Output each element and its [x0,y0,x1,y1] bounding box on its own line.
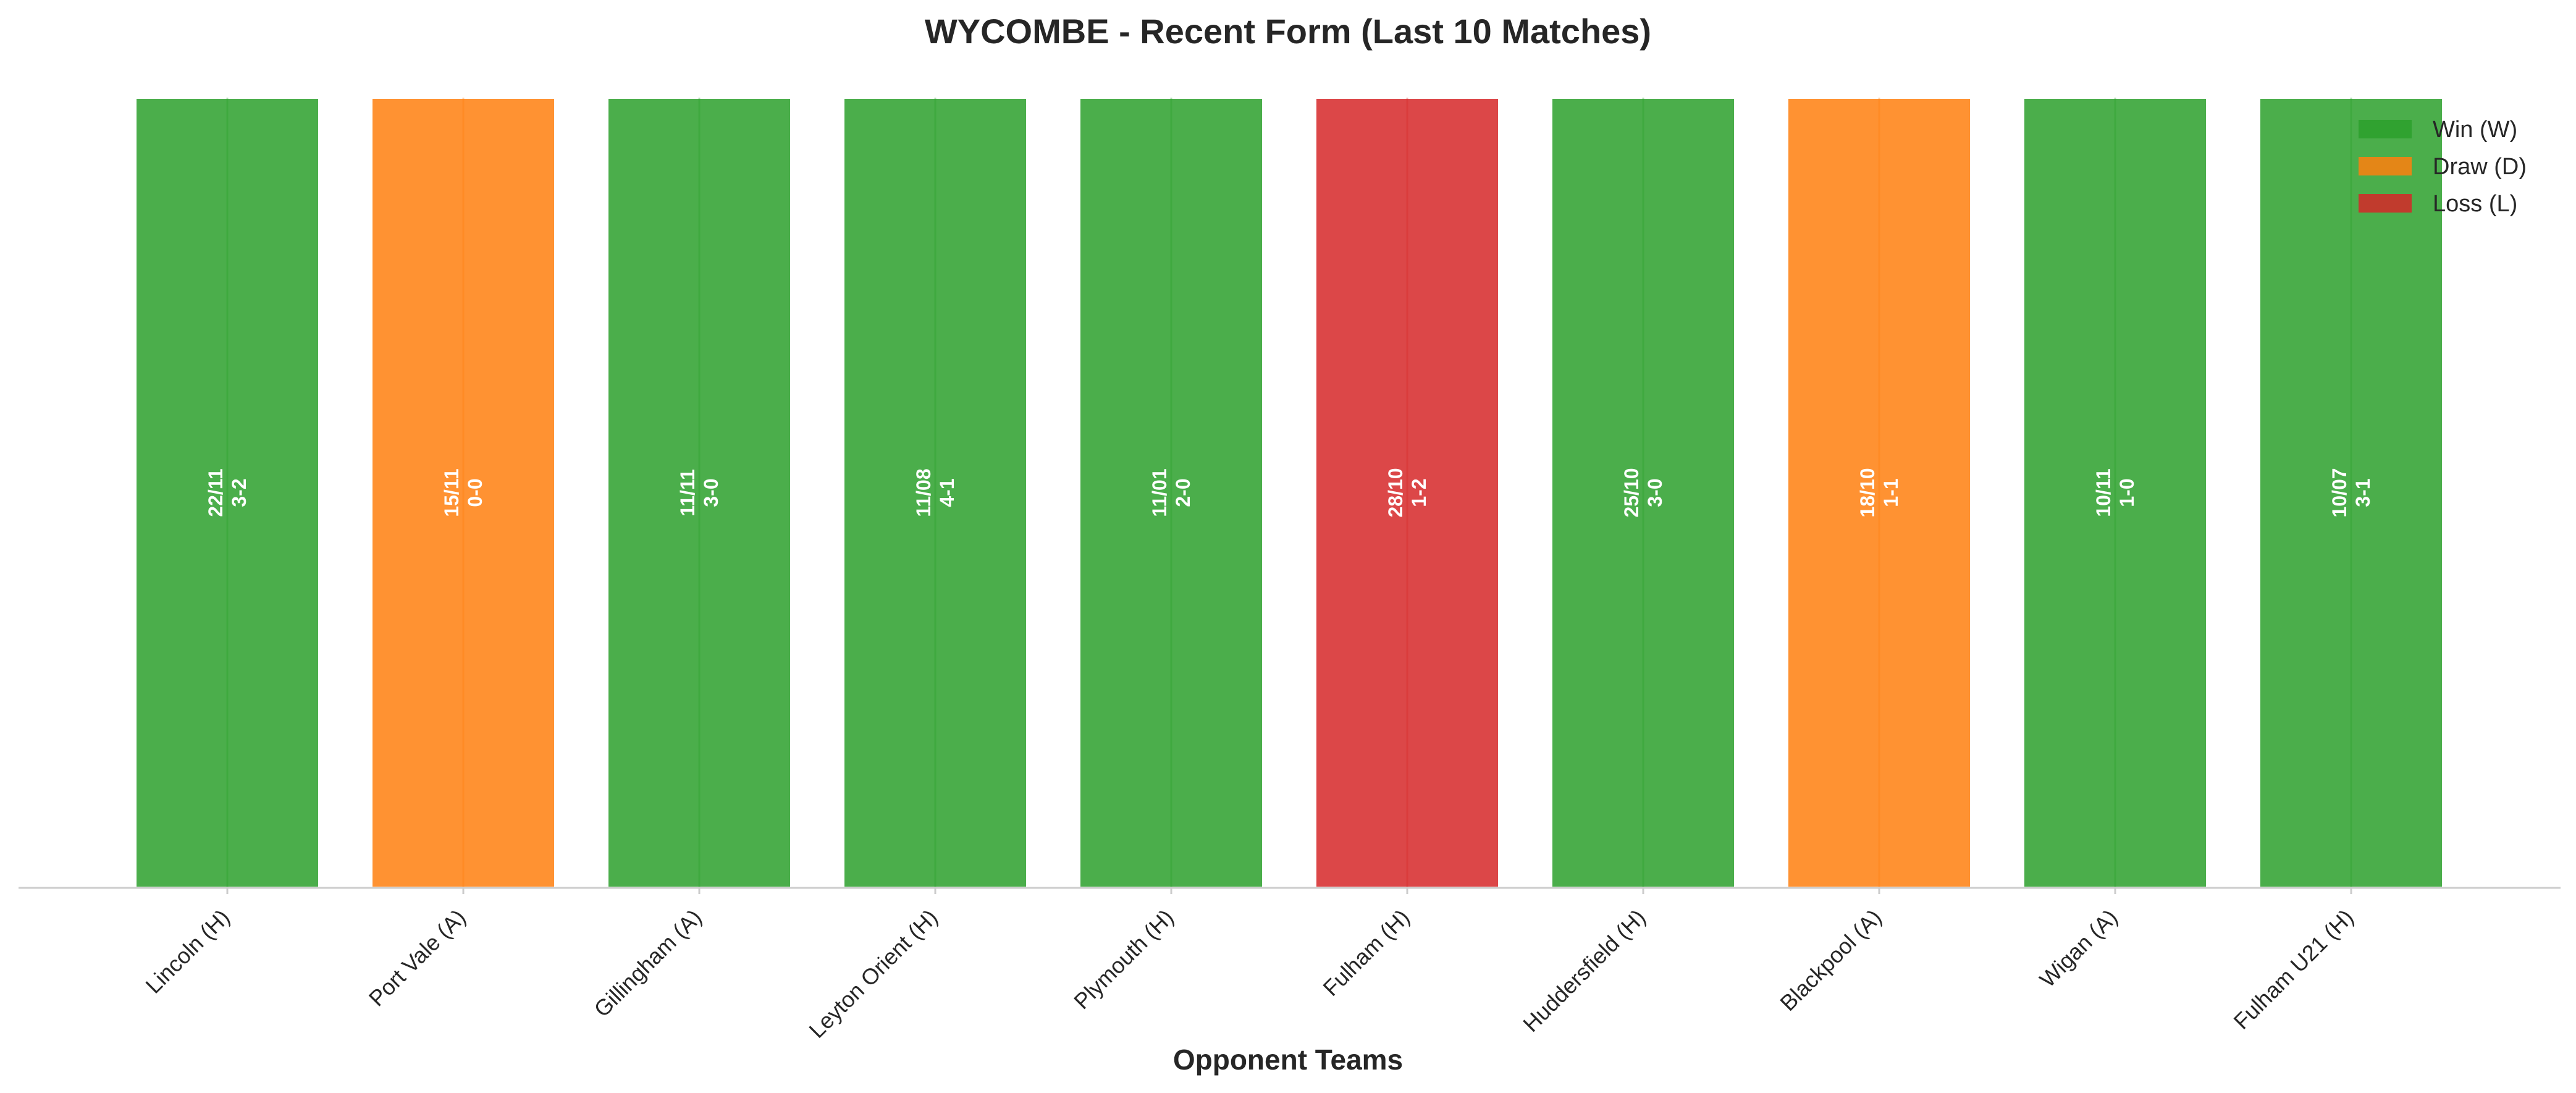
bar-date-4: 11/08 [912,468,935,517]
x-tick-label-5: Plymouth (H) [1069,905,1179,1015]
bar-label-10: 10/073-1 [2328,468,2374,517]
bar-2 [370,96,557,889]
bar-score-3: 3-0 [700,478,722,507]
bar-date-6: 28/10 [1384,468,1407,517]
bar-score-1: 3-2 [228,478,250,507]
legend-swatch-w [2359,120,2412,138]
legend-label-l: Loss (L) [2433,191,2517,217]
bar-score-6: 1-2 [1408,478,1430,507]
bar-date-1: 22/11 [204,468,227,517]
legend-label-d: Draw (D) [2433,154,2527,180]
legend-swatch-l [2359,194,2412,213]
bar-3 [606,96,793,889]
x-axis-label: Opponent Teams [1173,1044,1403,1076]
bar-score-4: 4-1 [936,478,958,507]
bar-date-9: 10/11 [2092,468,2115,517]
bar-label-7: 25/103-0 [1620,468,1666,517]
bar-7 [1550,96,1736,889]
bar-date-7: 25/10 [1620,468,1643,517]
bar-score-2: 0-0 [464,478,486,507]
bar-label-8: 18/101-1 [1856,468,1902,517]
x-tick-label-3: Gillingham (A) [589,905,706,1022]
bar-label-2: 15/110-0 [440,468,486,517]
bar-score-10: 3-1 [2352,478,2374,507]
x-tick-label-2: Port Vale (A) [364,905,471,1011]
bar-label-6: 28/101-2 [1384,468,1430,517]
bar-date-2: 15/11 [440,468,463,517]
x-tick-label-7: Huddersfield (H) [1518,905,1650,1037]
bar-score-7: 3-0 [1644,478,1666,507]
bar-label-3: 11/113-0 [676,469,722,517]
legend-label-w: Win (W) [2433,117,2517,143]
bar-5 [1078,96,1265,889]
bar-6 [1314,96,1501,889]
bar-label-1: 22/113-2 [204,468,250,517]
x-tick-label-6: Fulham (H) [1318,905,1414,1001]
bar-date-8: 18/10 [1856,468,1879,517]
bars-layer: 22/113-2 15/110-0 11/113-0 11/084-1 11/012-0… [134,96,2444,889]
bar-date-5: 11/01 [1148,468,1171,517]
bar-label-9: 10/111-0 [2092,468,2138,517]
bar-score-8: 1-1 [1880,478,1902,507]
x-tick-label-4: Leyton Orient (H) [804,905,942,1043]
bar-date-10: 10/07 [2328,468,2351,517]
chart-title: WYCOMBE - Recent Form (Last 10 Matches) [925,12,1651,51]
legend-swatch-d [2359,157,2412,175]
bar-10 [2258,96,2444,889]
x-tick-labels: Lincoln (H) Port Vale (A) Gillingham (A) Le… [141,888,2359,1043]
bar-4 [842,96,1029,889]
x-tick-label-1: Lincoln (H) [141,905,235,998]
bar-date-3: 11/11 [676,469,699,517]
bar-score-9: 1-0 [2116,478,2138,507]
legend: Win (W) Draw (D) Loss (L) [2359,117,2527,217]
bar-1 [134,96,321,889]
bar-score-5: 2-0 [1172,478,1194,507]
x-tick-label-10: Fulham U21 (H) [2229,905,2359,1034]
bar-label-4: 11/084-1 [912,468,958,517]
x-tick-label-9: Wigan (A) [2035,905,2123,992]
x-tick-label-8: Blackpool (A) [1775,905,1886,1016]
bar-label-5: 11/012-0 [1148,468,1194,517]
